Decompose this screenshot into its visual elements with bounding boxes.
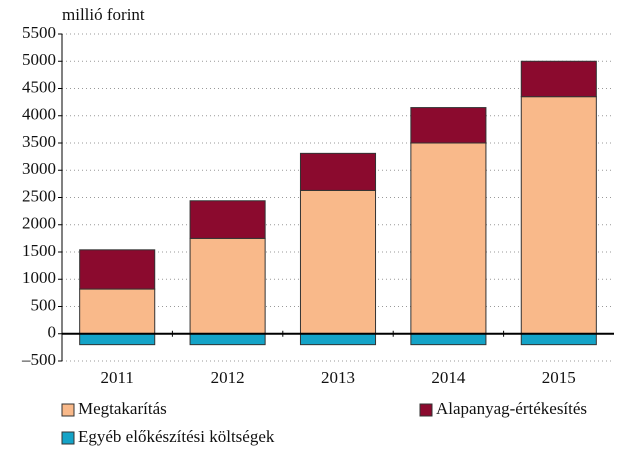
bar-segment <box>410 107 487 144</box>
y-tick-label: –500 <box>21 350 56 369</box>
y-tick-label: 0 <box>48 323 57 342</box>
bar-segment <box>299 152 377 191</box>
x-tick-label: 2011 <box>101 368 134 387</box>
legend-label: Megtakarítás <box>78 399 167 418</box>
legend-swatch <box>419 403 433 417</box>
y-tick-label: 500 <box>31 295 57 314</box>
bar-segment <box>520 96 597 335</box>
y-tick-label: 1500 <box>22 241 56 260</box>
y-tick-label: 4000 <box>22 105 56 124</box>
y-tick-label: 1000 <box>22 268 56 287</box>
bar-segment <box>410 333 487 346</box>
legend-swatch <box>61 403 75 417</box>
legend-swatch <box>61 431 75 445</box>
y-axis-label: millió forint <box>62 5 145 24</box>
bar-segment <box>520 333 597 346</box>
y-tick-label: 2000 <box>22 214 56 233</box>
x-tick-label: 2013 <box>321 368 355 387</box>
bar-segment <box>189 200 266 239</box>
bar-segment <box>299 333 377 346</box>
y-tick-label: 4500 <box>22 77 56 96</box>
bar-segment <box>299 189 377 335</box>
y-tick-label: 5000 <box>22 50 56 69</box>
bar-segment <box>189 237 266 335</box>
bar-segment <box>410 142 487 335</box>
bar-segment <box>79 288 156 335</box>
x-tick-label: 2015 <box>542 368 576 387</box>
y-tick-label: 5500 <box>22 23 56 42</box>
x-tick-label: 2014 <box>431 368 466 387</box>
bar-segment <box>520 60 597 98</box>
bar-segment <box>79 333 156 346</box>
y-tick-label: 3500 <box>22 132 56 151</box>
y-tick-label: 3000 <box>22 159 56 178</box>
legend-label: Alapanyag-értékesítés <box>436 399 587 418</box>
bar-segment <box>79 249 156 290</box>
x-tick-label: 2012 <box>211 368 245 387</box>
bar-segment <box>189 333 266 346</box>
y-tick-label: 2500 <box>22 186 56 205</box>
legend-label: Egyéb előkészítési költségek <box>78 427 275 446</box>
